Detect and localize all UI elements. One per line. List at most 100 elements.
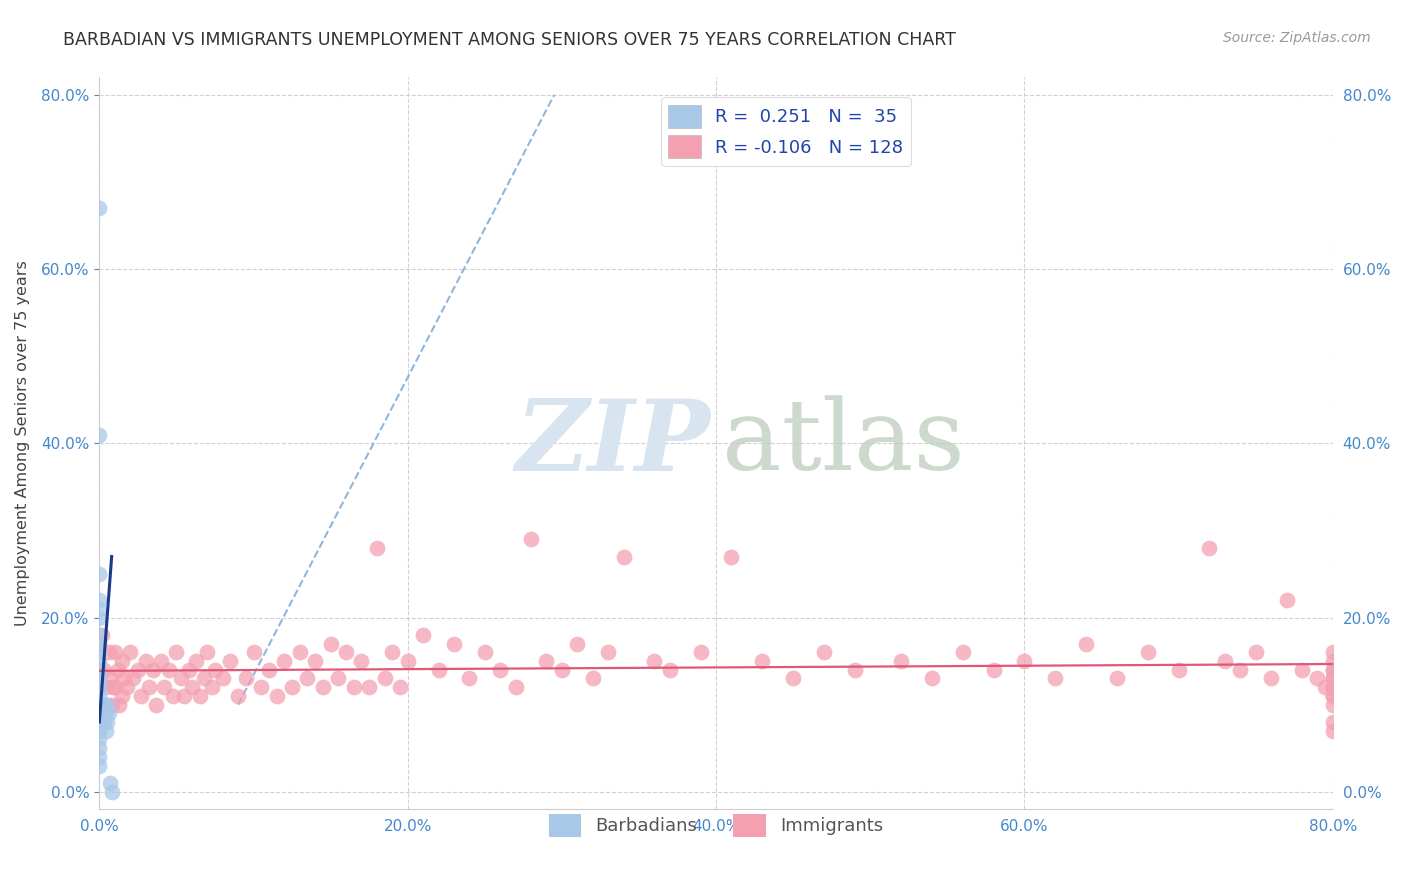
Point	[396, 654, 419, 668]
Point	[89, 663, 111, 677]
Point	[551, 663, 574, 677]
Point	[328, 672, 350, 686]
Point	[536, 654, 558, 668]
Point	[235, 672, 257, 686]
Point	[381, 645, 404, 659]
Point	[173, 689, 195, 703]
Point	[201, 680, 224, 694]
Text: atlas: atlas	[723, 395, 965, 491]
Point	[598, 645, 620, 659]
Point	[89, 680, 111, 694]
Point	[89, 680, 111, 694]
Point	[1244, 645, 1267, 659]
Point	[658, 663, 681, 677]
Point	[89, 637, 111, 651]
Point	[297, 672, 319, 686]
Point	[108, 698, 131, 712]
Point	[1229, 663, 1251, 677]
Point	[474, 645, 496, 659]
Point	[89, 680, 111, 694]
Point	[312, 680, 335, 694]
Point	[343, 680, 366, 694]
Point	[1322, 714, 1344, 729]
Point	[1322, 645, 1344, 659]
Point	[89, 663, 111, 677]
Point	[1322, 680, 1344, 694]
Point	[96, 714, 118, 729]
Point	[273, 654, 295, 668]
Point	[89, 750, 111, 764]
Point	[250, 680, 273, 694]
Point	[921, 672, 943, 686]
Point	[177, 663, 200, 677]
Y-axis label: Unemployment Among Seniors over 75 years: Unemployment Among Seniors over 75 years	[15, 260, 30, 626]
Point	[689, 645, 711, 659]
Point	[188, 689, 211, 703]
Point	[129, 689, 152, 703]
Point	[103, 680, 125, 694]
Point	[165, 645, 187, 659]
Point	[242, 645, 264, 659]
Point	[1322, 698, 1344, 712]
Point	[186, 654, 208, 668]
Point	[145, 698, 167, 712]
Point	[366, 541, 388, 555]
Point	[751, 654, 773, 668]
Point	[142, 663, 165, 677]
Point	[98, 672, 121, 686]
Point	[1322, 680, 1344, 694]
Point	[443, 637, 465, 651]
Point	[94, 723, 117, 738]
Point	[1322, 663, 1344, 677]
Point	[89, 610, 111, 624]
Point	[1322, 654, 1344, 668]
Point	[1167, 663, 1189, 677]
Point	[120, 645, 142, 659]
Point	[458, 672, 481, 686]
Point	[89, 698, 111, 712]
Point	[91, 628, 114, 642]
Point	[94, 706, 117, 721]
Point	[89, 645, 111, 659]
Point	[111, 654, 134, 668]
Point	[1045, 672, 1067, 686]
Point	[94, 680, 117, 694]
Point	[359, 680, 381, 694]
Point	[388, 680, 411, 694]
Point	[643, 654, 665, 668]
Point	[1074, 637, 1097, 651]
Point	[1322, 672, 1344, 686]
Point	[1260, 672, 1282, 686]
Point	[1322, 689, 1344, 703]
Point	[1322, 663, 1344, 677]
Point	[91, 698, 114, 712]
Point	[104, 680, 127, 694]
Point	[93, 698, 115, 712]
Point	[96, 698, 118, 712]
Point	[89, 698, 111, 712]
Point	[115, 680, 138, 694]
Point	[1313, 680, 1336, 694]
Point	[1322, 689, 1344, 703]
Point	[1136, 645, 1159, 659]
Point	[582, 672, 605, 686]
Point	[89, 706, 111, 721]
Point	[91, 706, 114, 721]
Point	[170, 672, 193, 686]
Point	[226, 689, 249, 703]
Point	[93, 714, 115, 729]
Point	[1322, 680, 1344, 694]
Point	[1213, 654, 1236, 668]
Point	[89, 201, 111, 215]
Point	[135, 654, 157, 668]
Point	[1275, 593, 1298, 607]
Text: ZIP: ZIP	[515, 395, 710, 491]
Point	[427, 663, 450, 677]
Point	[281, 680, 304, 694]
Point	[319, 637, 342, 651]
Point	[153, 680, 176, 694]
Point	[89, 758, 111, 772]
Point	[96, 698, 118, 712]
Point	[89, 672, 111, 686]
Point	[952, 645, 974, 659]
